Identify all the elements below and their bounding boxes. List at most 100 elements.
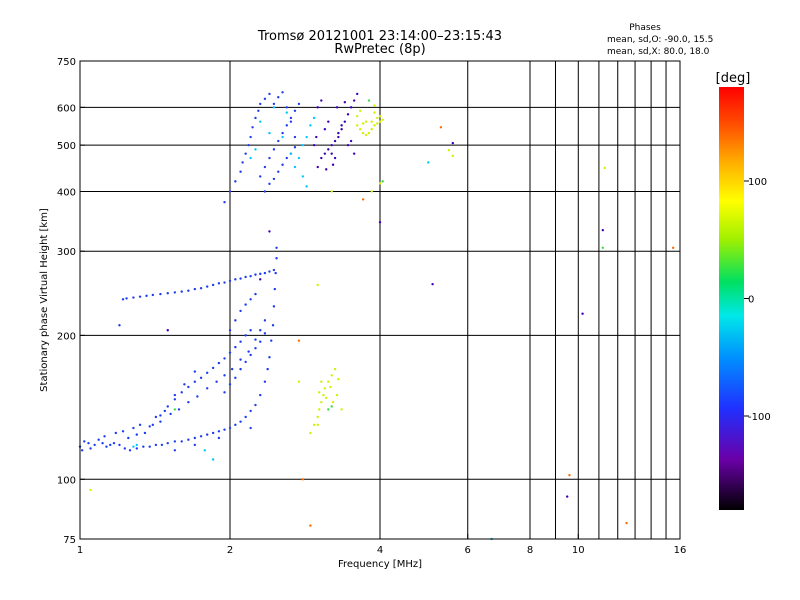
- data-point: [565, 495, 569, 498]
- data-point: [249, 409, 252, 413]
- data-point: [254, 347, 257, 350]
- data-point: [118, 324, 121, 327]
- data-point: [625, 521, 628, 525]
- data-point: [254, 338, 257, 341]
- data-point: [297, 156, 301, 160]
- data-point: [323, 387, 327, 390]
- data-point: [103, 435, 106, 438]
- data-point: [285, 156, 288, 160]
- data-point: [320, 400, 323, 404]
- data-point: [89, 447, 92, 450]
- y-tick-label: 75: [63, 535, 76, 546]
- data-point: [305, 185, 308, 188]
- data-point: [320, 380, 323, 383]
- y-tick-label: 100: [57, 475, 76, 486]
- data-point: [309, 124, 312, 127]
- data-point: [254, 292, 257, 296]
- data-point: [249, 353, 252, 357]
- data-point: [254, 116, 257, 120]
- data-point: [297, 380, 301, 383]
- stats-line-x: mean, sd,X: 80.0, 18.0: [607, 47, 710, 57]
- data-point: [330, 190, 333, 193]
- data-point: [244, 152, 247, 155]
- data-point: [431, 282, 434, 286]
- data-point: [203, 449, 206, 452]
- y-tick-label: 500: [57, 141, 76, 152]
- data-point: [239, 358, 242, 361]
- data-point: [239, 277, 242, 280]
- data-point: [364, 133, 368, 137]
- data-point: [297, 339, 301, 342]
- data-point: [355, 124, 359, 127]
- data-point: [249, 426, 252, 430]
- data-point: [257, 109, 260, 113]
- data-point: [270, 339, 273, 342]
- data-point: [337, 377, 340, 381]
- data-point: [325, 168, 328, 171]
- data-point: [376, 116, 379, 120]
- data-point: [601, 246, 605, 249]
- data-point: [289, 116, 293, 120]
- data-point: [254, 148, 257, 151]
- y-tick-label: 750: [57, 57, 76, 68]
- data-point: [132, 445, 135, 448]
- data-point: [223, 281, 226, 284]
- data-point: [166, 329, 169, 332]
- data-point: [205, 371, 209, 375]
- data-point: [263, 97, 267, 101]
- data-point: [331, 400, 335, 404]
- data-point: [180, 391, 183, 394]
- data-point: [349, 106, 353, 109]
- x-tick-label: 4: [377, 545, 383, 556]
- data-point: [196, 395, 199, 398]
- data-point: [263, 380, 267, 383]
- data-point: [143, 431, 147, 435]
- data-point: [355, 114, 359, 118]
- data-point: [239, 340, 242, 343]
- data-point: [211, 431, 215, 435]
- data-point: [293, 135, 297, 139]
- data-point: [259, 340, 262, 343]
- data-point: [263, 165, 267, 169]
- data-point: [285, 111, 288, 114]
- data-point: [320, 99, 323, 102]
- data-point: [193, 380, 197, 383]
- data-point: [93, 443, 96, 447]
- data-points: [78, 91, 675, 541]
- data-point: [309, 524, 312, 527]
- chart-subtitle: RwPretec (8p): [334, 42, 425, 57]
- data-point: [244, 334, 247, 337]
- data-point: [228, 426, 232, 430]
- data-point: [89, 488, 92, 492]
- data-point: [180, 440, 183, 443]
- data-point: [335, 106, 339, 109]
- data-point: [132, 426, 135, 430]
- data-point: [211, 366, 215, 370]
- data-point: [263, 332, 267, 335]
- data-point: [272, 102, 276, 106]
- data-point: [132, 296, 135, 299]
- data-point: [87, 441, 90, 445]
- data-point: [234, 278, 237, 281]
- data-point: [135, 433, 138, 436]
- data-point: [381, 118, 384, 122]
- data-point: [193, 370, 197, 373]
- data-point: [373, 104, 376, 107]
- data-point: [259, 329, 262, 332]
- data-point: [301, 478, 305, 481]
- data-point: [239, 367, 242, 371]
- data-point: [333, 367, 337, 371]
- data-point: [315, 135, 318, 139]
- data-point: [378, 182, 382, 185]
- data-point: [325, 396, 328, 400]
- stats-heading: Phases: [629, 23, 661, 33]
- data-point: [361, 198, 365, 201]
- data-point: [217, 430, 221, 433]
- data-point: [244, 303, 247, 306]
- data-point: [343, 100, 347, 104]
- x-tick-label: 2: [227, 545, 233, 556]
- grid-lines: [80, 61, 680, 539]
- x-tick-label: 8: [527, 545, 533, 556]
- y-tick-label: 200: [57, 331, 76, 342]
- data-point: [367, 99, 371, 102]
